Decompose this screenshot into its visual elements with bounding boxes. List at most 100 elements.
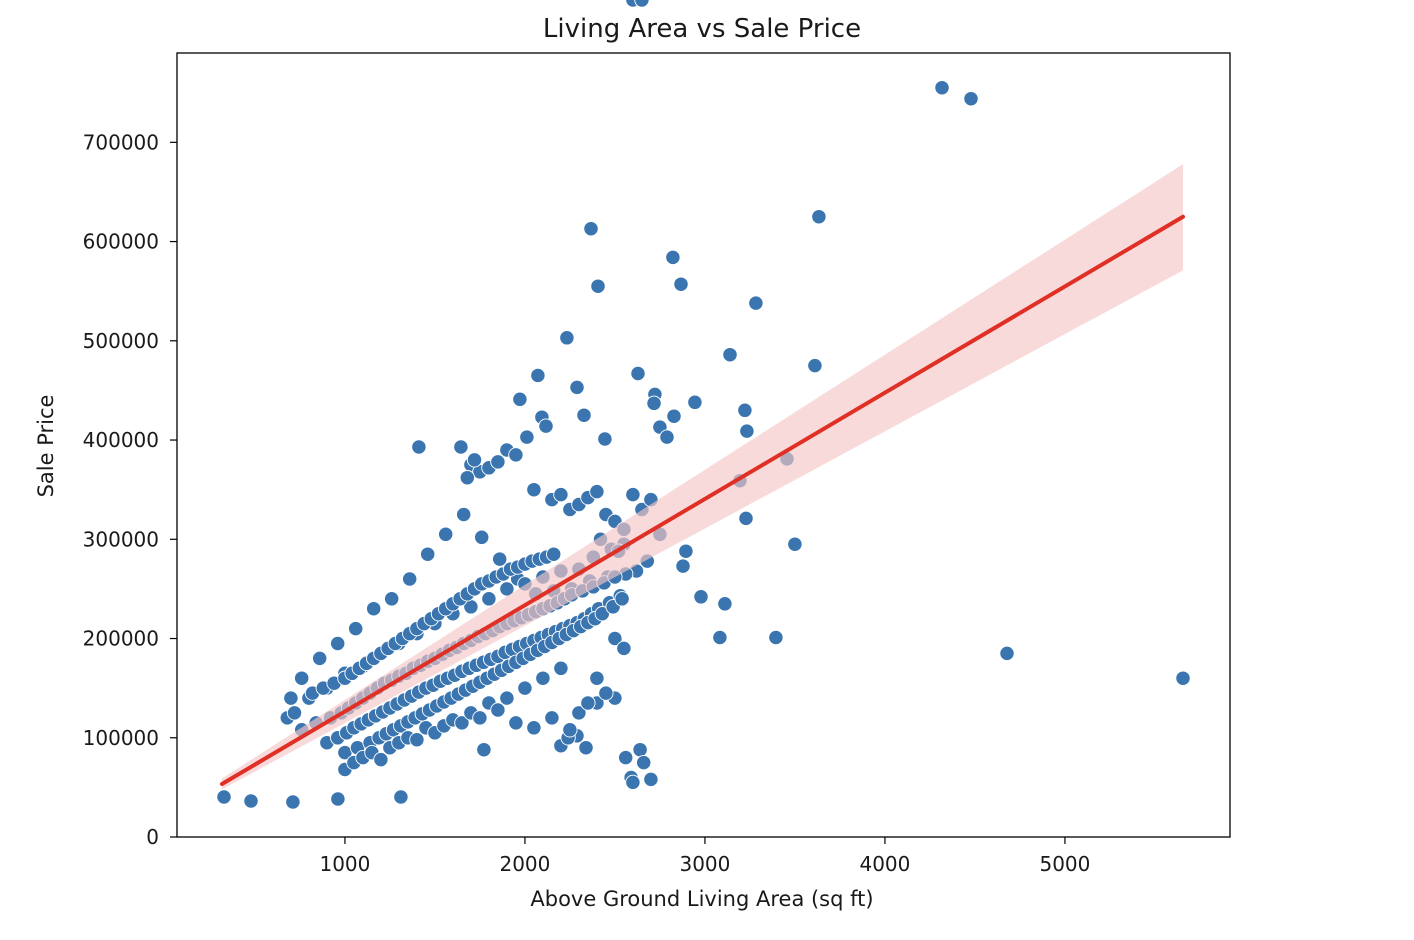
data-point <box>673 276 689 292</box>
data-point <box>517 680 533 696</box>
data-point <box>490 454 506 470</box>
data-point <box>569 379 585 396</box>
data-point <box>409 732 425 748</box>
data-point <box>739 423 755 439</box>
data-point <box>420 546 436 562</box>
data-point <box>580 695 596 711</box>
data-point <box>393 789 409 805</box>
data-point <box>402 571 418 587</box>
data-point <box>562 722 578 738</box>
data-point <box>576 407 592 423</box>
data-point <box>630 365 646 382</box>
data-point <box>571 705 587 721</box>
data-point <box>559 330 575 346</box>
data-point <box>544 710 560 726</box>
chart-title: Living Area vs Sale Price <box>543 14 861 44</box>
data-point <box>526 720 542 736</box>
data-point <box>737 402 753 418</box>
y-tick-label: 600000 <box>83 230 159 254</box>
data-point <box>665 249 681 266</box>
data-point <box>787 536 803 552</box>
data-point <box>666 408 682 424</box>
data-point <box>348 620 364 637</box>
data-point <box>474 529 490 545</box>
data-point <box>373 751 389 768</box>
data-point <box>807 357 823 374</box>
data-point <box>508 447 524 463</box>
data-point <box>366 601 382 617</box>
data-point <box>330 635 346 652</box>
data-point <box>512 391 528 407</box>
data-point <box>411 439 427 455</box>
data-point <box>519 429 535 445</box>
y-tick-label: 700000 <box>83 130 159 154</box>
data-point <box>616 640 632 657</box>
data-point <box>636 754 652 771</box>
data-point <box>643 771 659 788</box>
data-point <box>243 793 259 809</box>
data-point <box>646 395 662 411</box>
data-point <box>687 394 703 410</box>
y-tick-label: 300000 <box>83 527 159 551</box>
data-point <box>597 431 613 447</box>
data-point <box>499 581 515 597</box>
y-tick-label: 200000 <box>83 627 159 651</box>
data-point <box>384 591 400 607</box>
data-point <box>678 543 694 559</box>
x-tick-label: 1000 <box>319 852 370 876</box>
x-tick-label: 4000 <box>859 852 910 876</box>
data-point <box>553 660 569 676</box>
data-point <box>546 546 562 562</box>
data-point <box>590 278 606 294</box>
data-point <box>472 710 488 726</box>
data-point <box>535 670 551 686</box>
data-point <box>589 670 605 686</box>
data-point <box>499 690 515 706</box>
x-tick-label: 2000 <box>499 852 550 876</box>
data-point <box>285 794 301 810</box>
data-point <box>963 91 979 107</box>
data-point <box>625 486 641 503</box>
regression-line <box>220 214 1186 787</box>
data-point <box>492 551 508 567</box>
data-point <box>526 482 542 498</box>
data-point <box>618 749 634 766</box>
y-tick-label: 100000 <box>83 726 159 750</box>
data-point <box>553 486 569 503</box>
data-point <box>717 596 733 612</box>
data-point <box>216 789 232 805</box>
data-point <box>456 506 472 523</box>
data-point <box>614 591 630 607</box>
data-point <box>589 483 605 500</box>
data-point <box>294 670 310 686</box>
y-tick-label: 0 <box>146 825 159 849</box>
confidence-band <box>222 164 1184 790</box>
x-axis: 1000 2000 3000 4000 5000 <box>319 837 1090 876</box>
data-point <box>712 629 728 646</box>
data-point <box>659 429 675 445</box>
data-point <box>583 221 599 237</box>
data-point <box>811 209 827 225</box>
data-point <box>459 470 475 486</box>
data-point <box>607 630 623 647</box>
data-point <box>330 791 346 807</box>
data-point <box>481 591 497 607</box>
y-axis: 0 100000 200000 300000 400000 500000 600000 700… <box>83 130 177 849</box>
y-tick-label: 500000 <box>83 329 159 353</box>
data-point <box>722 347 738 363</box>
data-point <box>312 650 328 667</box>
plot-area <box>216 0 1191 810</box>
data-point <box>634 0 650 8</box>
data-point <box>286 705 303 721</box>
data-point <box>768 629 784 646</box>
x-tick-label: 5000 <box>1039 852 1090 876</box>
data-point <box>1175 670 1191 686</box>
data-point <box>538 418 554 434</box>
y-axis-label: Sale Price <box>34 395 58 498</box>
data-point <box>476 742 492 758</box>
data-point <box>693 589 709 605</box>
data-point <box>594 606 610 622</box>
data-point <box>625 774 641 791</box>
data-point <box>598 685 614 701</box>
